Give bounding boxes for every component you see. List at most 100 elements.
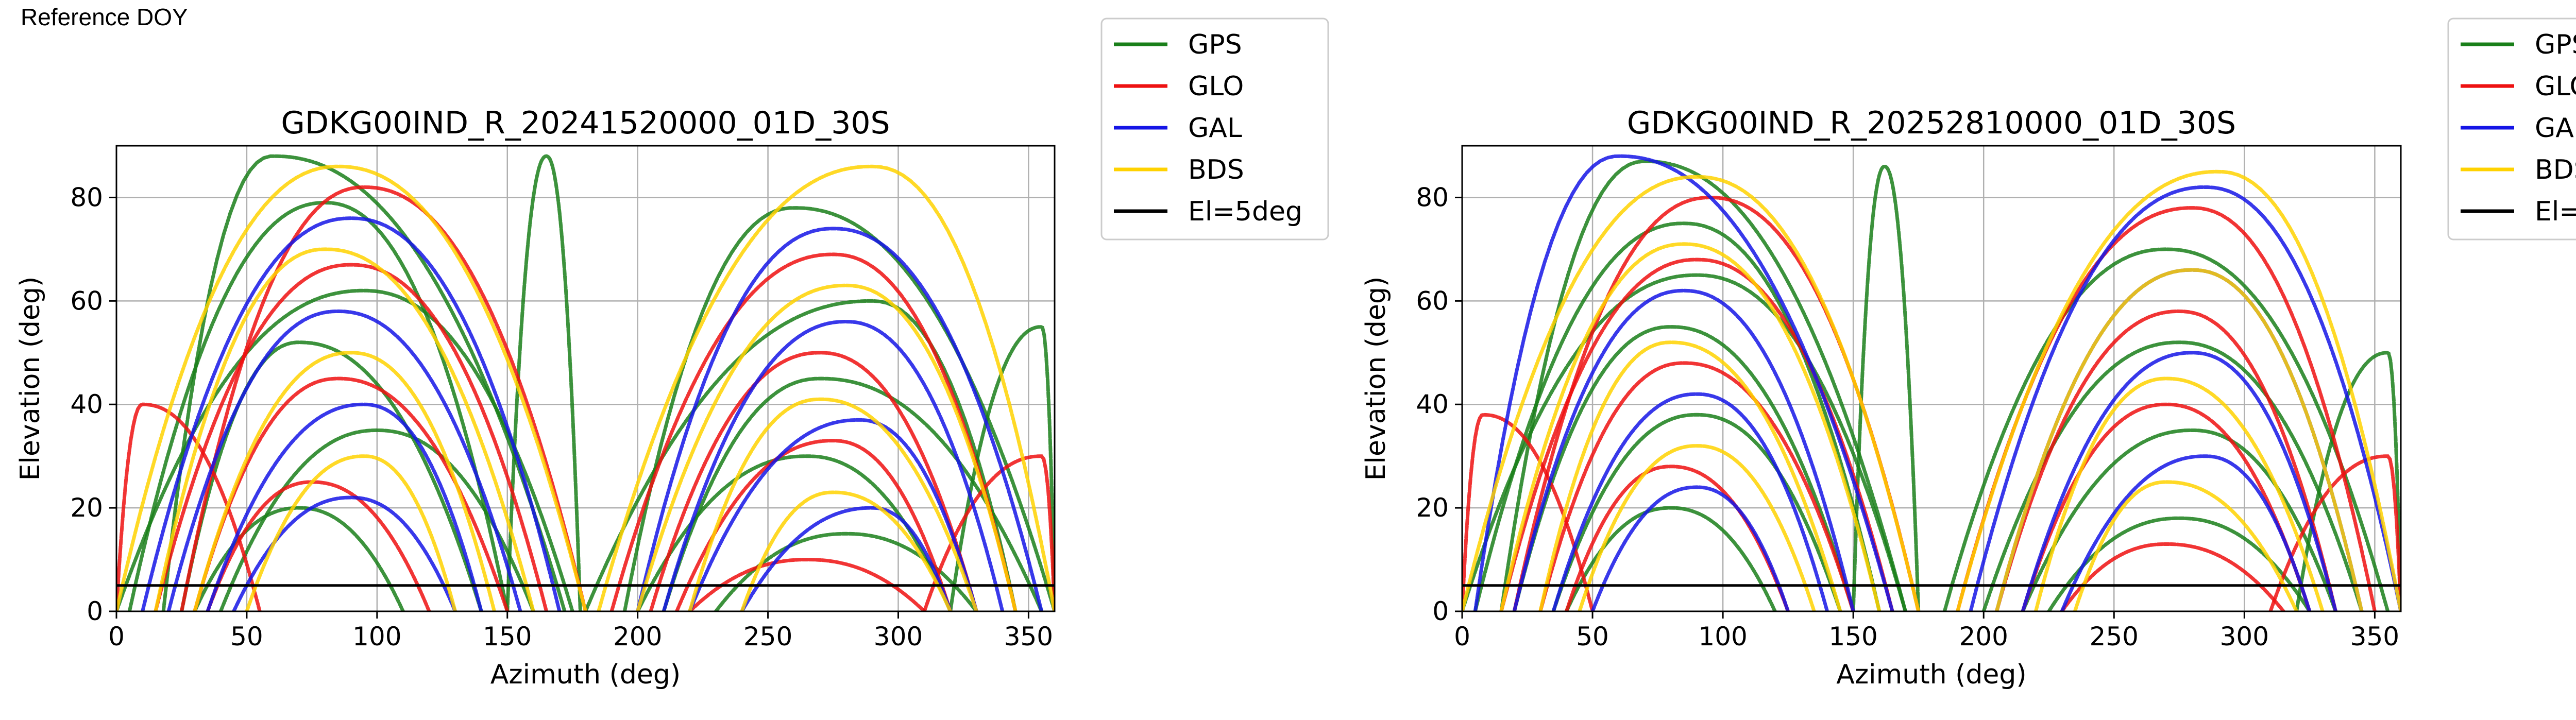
- satellite-tracks: [1462, 154, 2401, 611]
- track-gal: [206, 402, 483, 611]
- track-bds: [1462, 175, 1921, 611]
- track-gal: [1473, 154, 1894, 611]
- track-glo: [2060, 542, 2285, 611]
- track-gps: [622, 206, 1055, 611]
- track-gal: [636, 227, 1044, 611]
- track-glo: [206, 480, 431, 611]
- x-axis-label: Azimuth (deg): [1836, 659, 2026, 690]
- track-gps: [1551, 413, 1842, 611]
- track-gal: [141, 216, 562, 611]
- track-glo: [609, 252, 1018, 611]
- reference-doy-label: Reference DOY: [21, 4, 188, 30]
- track-glo: [675, 438, 953, 611]
- plot-frame: [115, 145, 1056, 612]
- x-tick-label: 100: [1698, 622, 1747, 652]
- plot-frame: [1461, 145, 2402, 612]
- track-glo: [2268, 454, 2401, 611]
- legend-label: GLO: [1188, 71, 1244, 102]
- track-glo: [649, 351, 978, 611]
- y-tick-label: 60: [70, 286, 103, 316]
- track-gps: [1462, 273, 1907, 611]
- y-tick-label: 60: [1416, 286, 1449, 316]
- legend-label: GPS: [2535, 29, 2576, 60]
- x-tick-label: 0: [1454, 622, 1470, 652]
- y-tick-label: 20: [1416, 493, 1449, 523]
- x-tick-label: 200: [1959, 622, 2008, 652]
- track-bds: [688, 397, 978, 611]
- track-gal: [740, 506, 953, 611]
- x-tick-label: 300: [2220, 622, 2269, 652]
- x-tick-label: 300: [874, 622, 923, 652]
- legend-label: BDS: [2535, 155, 2576, 185]
- satellite-tracks: [116, 154, 1055, 611]
- y-tick-label: 80: [1416, 182, 1449, 212]
- track-bds: [2033, 376, 2325, 611]
- y-tick-label: 0: [1432, 596, 1449, 626]
- legend: GPS GLO GAL BDS El=5deg: [2447, 18, 2576, 241]
- track-gps: [1512, 325, 1855, 611]
- track-gps: [1473, 221, 1882, 611]
- track-bds: [154, 247, 535, 611]
- x-tick-label: 50: [1576, 622, 1609, 652]
- track-gps: [1851, 164, 1921, 611]
- track-gps: [662, 376, 1044, 611]
- track-bds: [116, 164, 587, 611]
- x-tick-label: 150: [483, 622, 532, 652]
- chart-panel-right: 0 50 100 150 200 250 300 350 0 20 40 60 80 GDKG00IND_…: [1361, 18, 2576, 690]
- y-tick-label: 20: [70, 493, 103, 523]
- track-glo: [1538, 361, 1855, 611]
- track-gal: [1512, 288, 1855, 611]
- legend-label: El=5deg: [1188, 196, 1302, 227]
- legend-label: El=5deg: [2535, 196, 2576, 227]
- legend-label: GAL: [2535, 113, 2576, 144]
- x-tick-label: 150: [1828, 622, 1877, 652]
- track-bds: [1995, 268, 2364, 611]
- legend-label: GPS: [1188, 29, 1242, 60]
- x-tick-label: 50: [230, 622, 263, 652]
- chart-title: GDKG00IND_R_20241520000_01D_30S: [281, 105, 890, 141]
- track-bds: [2073, 480, 2299, 611]
- x-tick-label: 200: [613, 622, 662, 652]
- track-gal: [1969, 185, 2401, 611]
- chart-panel-left: 0 50 100 150 200 250 300 350 0 20 40 60 80 GDKG00IND_…: [15, 18, 1329, 690]
- track-bds: [1499, 242, 1882, 611]
- track-bds: [740, 490, 953, 611]
- y-tick-label: 0: [87, 596, 103, 626]
- track-glo: [180, 185, 587, 611]
- track-gps: [218, 428, 535, 611]
- track-glo: [2021, 402, 2312, 611]
- track-gps: [505, 154, 582, 611]
- track-gal: [166, 309, 522, 611]
- y-tick-label: 40: [1416, 389, 1449, 419]
- track-gps: [2021, 428, 2337, 611]
- track-gal: [1551, 392, 1829, 611]
- track-gal: [2021, 351, 2337, 611]
- track-bds: [597, 164, 1055, 611]
- track-glo: [1462, 413, 1595, 611]
- x-axis-label: Azimuth (deg): [490, 659, 681, 690]
- track-gps: [948, 325, 1055, 611]
- track-bds: [1578, 444, 1816, 611]
- y-axis-label: Elevation (deg): [1361, 277, 1392, 481]
- x-tick-label: 100: [352, 622, 401, 652]
- chart-title: GDKG00IND_R_20252810000_01D_30S: [1627, 105, 2236, 141]
- y-tick-label: 80: [70, 182, 103, 212]
- x-tick-label: 350: [2350, 622, 2399, 652]
- track-gps: [1942, 247, 2390, 611]
- legend: GPS GLO GAL BDS El=5deg: [1100, 18, 1329, 241]
- legend-label: GLO: [2535, 71, 2576, 102]
- track-bds: [193, 351, 496, 611]
- x-tick-label: 350: [1004, 622, 1053, 652]
- track-glo: [116, 402, 262, 611]
- x-tick-label: 0: [108, 622, 125, 652]
- track-bds: [636, 283, 1018, 611]
- legend-box: [1100, 18, 1329, 241]
- track-glo: [922, 454, 1055, 611]
- track-gps: [127, 200, 510, 611]
- track-gal: [662, 319, 1005, 611]
- track-glo: [154, 263, 549, 611]
- track-gps: [1499, 159, 1907, 611]
- track-bds: [1538, 340, 1842, 611]
- legend-label: GAL: [1188, 113, 1242, 144]
